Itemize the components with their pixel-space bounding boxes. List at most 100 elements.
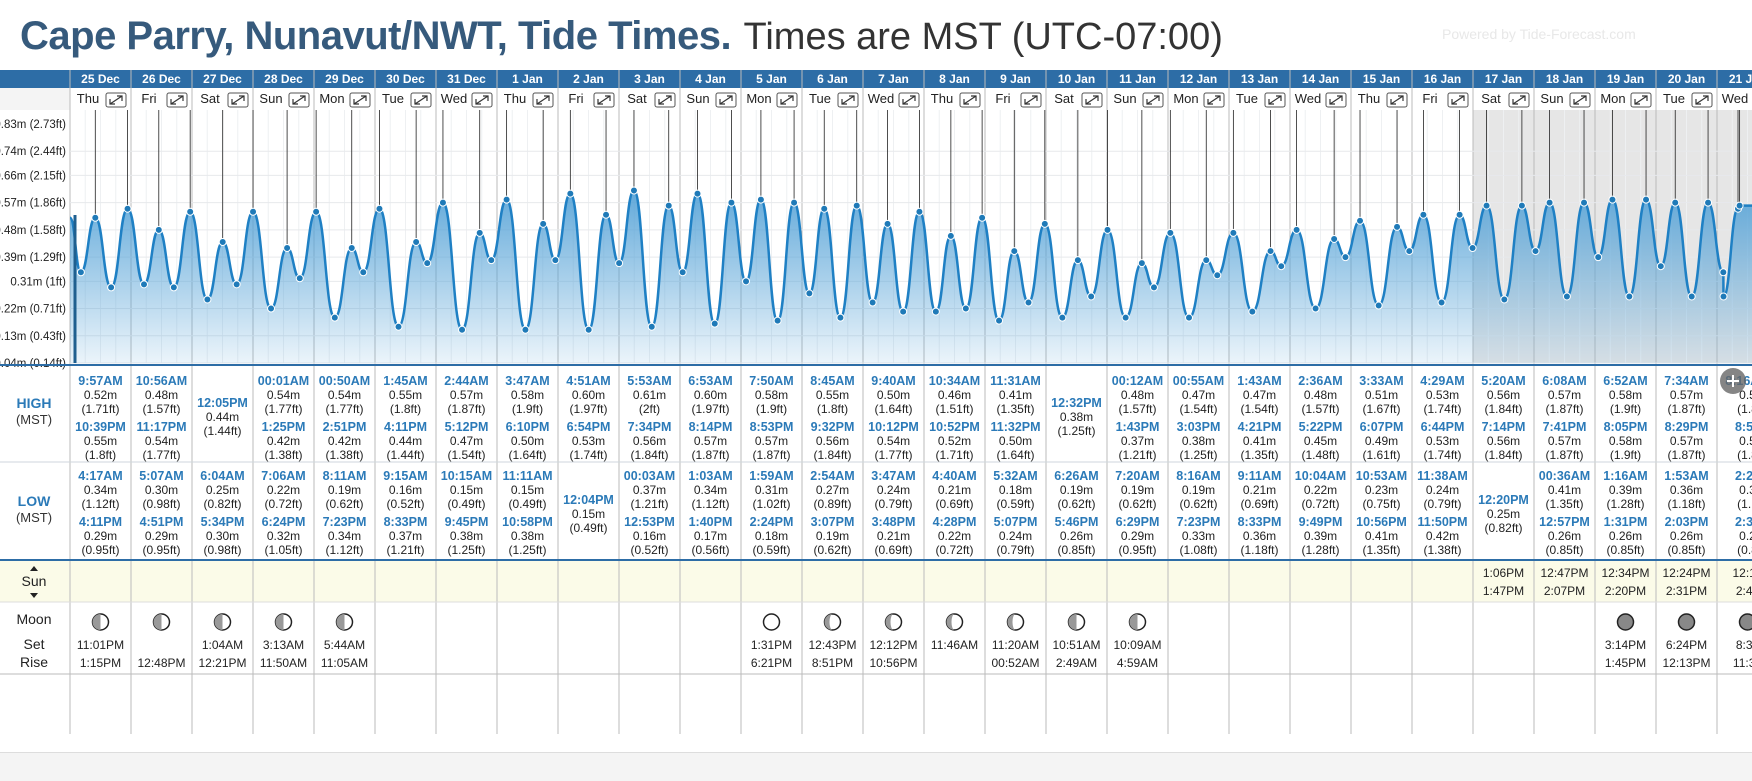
high-tide-feet: (1.48ft) [1301, 448, 1339, 462]
expand-day-button[interactable] [594, 93, 614, 107]
high-tide-meters: 0.57m [450, 388, 483, 402]
weekday-label: Fri [995, 91, 1010, 106]
low-tide-time: 7:23PM [1177, 515, 1221, 529]
expand-day-button[interactable] [1448, 93, 1468, 107]
expand-day-button[interactable] [655, 93, 675, 107]
expand-day-button[interactable] [1204, 93, 1224, 107]
moonset-time: 5:44AM [324, 638, 365, 652]
low-tide-time: 8:33PM [384, 515, 428, 529]
low-tide-meters: 0.38m [511, 529, 544, 543]
high-tide-time: 10:34AM [929, 374, 980, 388]
weekday-label: Wed [1295, 91, 1322, 106]
low-tide-meters: 0.39m [1304, 529, 1337, 543]
low-tide-time: 5:34PM [201, 515, 245, 529]
date-label: 7 Jan [878, 72, 909, 86]
date-label: 4 Jan [695, 72, 726, 86]
weekday-label: Thu [931, 91, 953, 106]
scroll-handle[interactable] [1720, 368, 1746, 394]
expand-day-button[interactable] [228, 93, 248, 107]
high-tide-time: 2:44AM [444, 374, 488, 388]
high-tide-feet: (1.25ft) [1057, 424, 1095, 438]
date-label: 18 Jan [1546, 72, 1583, 86]
moon-shadow [93, 614, 101, 630]
moon-phase-icon [1130, 614, 1146, 630]
moon-disc [764, 614, 780, 630]
high-tide-time: 6:08AM [1542, 374, 1586, 388]
high-tide-time: 1:25PM [262, 420, 306, 434]
expand-day-button[interactable] [289, 93, 309, 107]
high-tide-meters: 0.53m [1426, 434, 1459, 448]
high-tide-feet: (1.54ft) [447, 448, 485, 462]
expand-day-button[interactable] [838, 93, 858, 107]
tide-point [694, 190, 701, 197]
expand-day-button[interactable] [1692, 93, 1712, 107]
high-tide-feet: (1.8ft) [390, 402, 421, 416]
date-label: 31 Dec [447, 72, 486, 86]
expand-day-button[interactable] [1387, 93, 1407, 107]
expand-day-button[interactable] [899, 93, 919, 107]
high-tide-meters: 0.54m [328, 388, 361, 402]
moon-phase-icon [1618, 614, 1634, 630]
low-tide-time: 10:04AM [1295, 469, 1346, 483]
low-tide-feet: (1.12ft) [691, 497, 729, 511]
y-tick-label: 0.31m (1ft) [10, 276, 66, 288]
low-tide-meters: 0.25m [206, 483, 239, 497]
low-tide-time: 2:29 [1735, 469, 1752, 483]
y-tick-label: 0.13m (0.43ft) [0, 331, 66, 343]
tide-point [1278, 263, 1285, 270]
low-tide-feet: (0.69ft) [935, 497, 973, 511]
high-tide-feet: (1.64ft) [874, 402, 912, 416]
tide-point [1293, 226, 1300, 233]
high-tide-feet: (1.35ft) [1240, 448, 1278, 462]
expand-day-button[interactable] [106, 93, 126, 107]
high-tide-time: 8:29PM [1665, 420, 1709, 434]
expand-day-button[interactable] [533, 93, 553, 107]
expand-day-button[interactable] [1082, 93, 1102, 107]
low-tide-time: 3:07PM [811, 515, 855, 529]
weekday-label: Fri [1422, 91, 1437, 106]
expand-day-button[interactable] [1143, 93, 1163, 107]
expand-day-button[interactable] [472, 93, 492, 107]
low-tide-feet: (1.21ft) [630, 497, 668, 511]
high-tide-feet: (1.61ft) [1362, 448, 1400, 462]
high-tide-meters: 0.50m [877, 388, 910, 402]
moonset-time: 10:51AM [1052, 638, 1100, 652]
tide-point [996, 317, 1003, 324]
date-label: 30 Dec [386, 72, 425, 86]
expand-day-button[interactable] [1631, 93, 1651, 107]
high-tide-meters: 0.45m [1304, 434, 1337, 448]
expand-day-button[interactable] [1570, 93, 1590, 107]
expand-day-button[interactable] [411, 93, 431, 107]
expand-day-button[interactable] [777, 93, 797, 107]
expand-day-button[interactable] [1021, 93, 1041, 107]
low-tide-meters: 0.26m [1060, 529, 1093, 543]
tide-point [1203, 257, 1210, 264]
low-tide-feet: (0.95ft) [1118, 543, 1156, 557]
low-tide-time: 6:29PM [1116, 515, 1160, 529]
low-tide-feet: (0.49ft) [447, 497, 485, 511]
low-tide-feet: (0.69ft) [874, 543, 912, 557]
tide-point [1720, 269, 1727, 276]
high-tide-feet: (1.84ft) [813, 448, 851, 462]
low-tide-feet: (0.8 [1737, 543, 1752, 557]
expand-day-button[interactable] [960, 93, 980, 107]
expand-day-button[interactable] [350, 93, 370, 107]
tide-point [1672, 199, 1679, 206]
tide-point [360, 269, 367, 276]
high-tide-meters: 0.54m [877, 434, 910, 448]
high-tide-meters: 0.44m [206, 410, 239, 424]
low-tide-feet: (0.79ft) [874, 497, 912, 511]
low-tide-time: 5:46PM [1055, 515, 1099, 529]
moonrise-time: 2:49AM [1056, 656, 1097, 670]
expand-day-button[interactable] [1326, 93, 1346, 107]
sunset-time: 2:31PM [1666, 584, 1707, 598]
high-tide-time: 8:45AM [810, 374, 854, 388]
high-tide-feet: (1.84ft) [630, 448, 668, 462]
expand-day-button[interactable] [167, 93, 187, 107]
low-tide-time: 00:03AM [624, 469, 675, 483]
expand-day-button[interactable] [1509, 93, 1529, 107]
expand-day-button[interactable] [716, 93, 736, 107]
tide-point [331, 314, 338, 321]
expand-day-button[interactable] [1265, 93, 1285, 107]
tide-point [1214, 272, 1221, 279]
